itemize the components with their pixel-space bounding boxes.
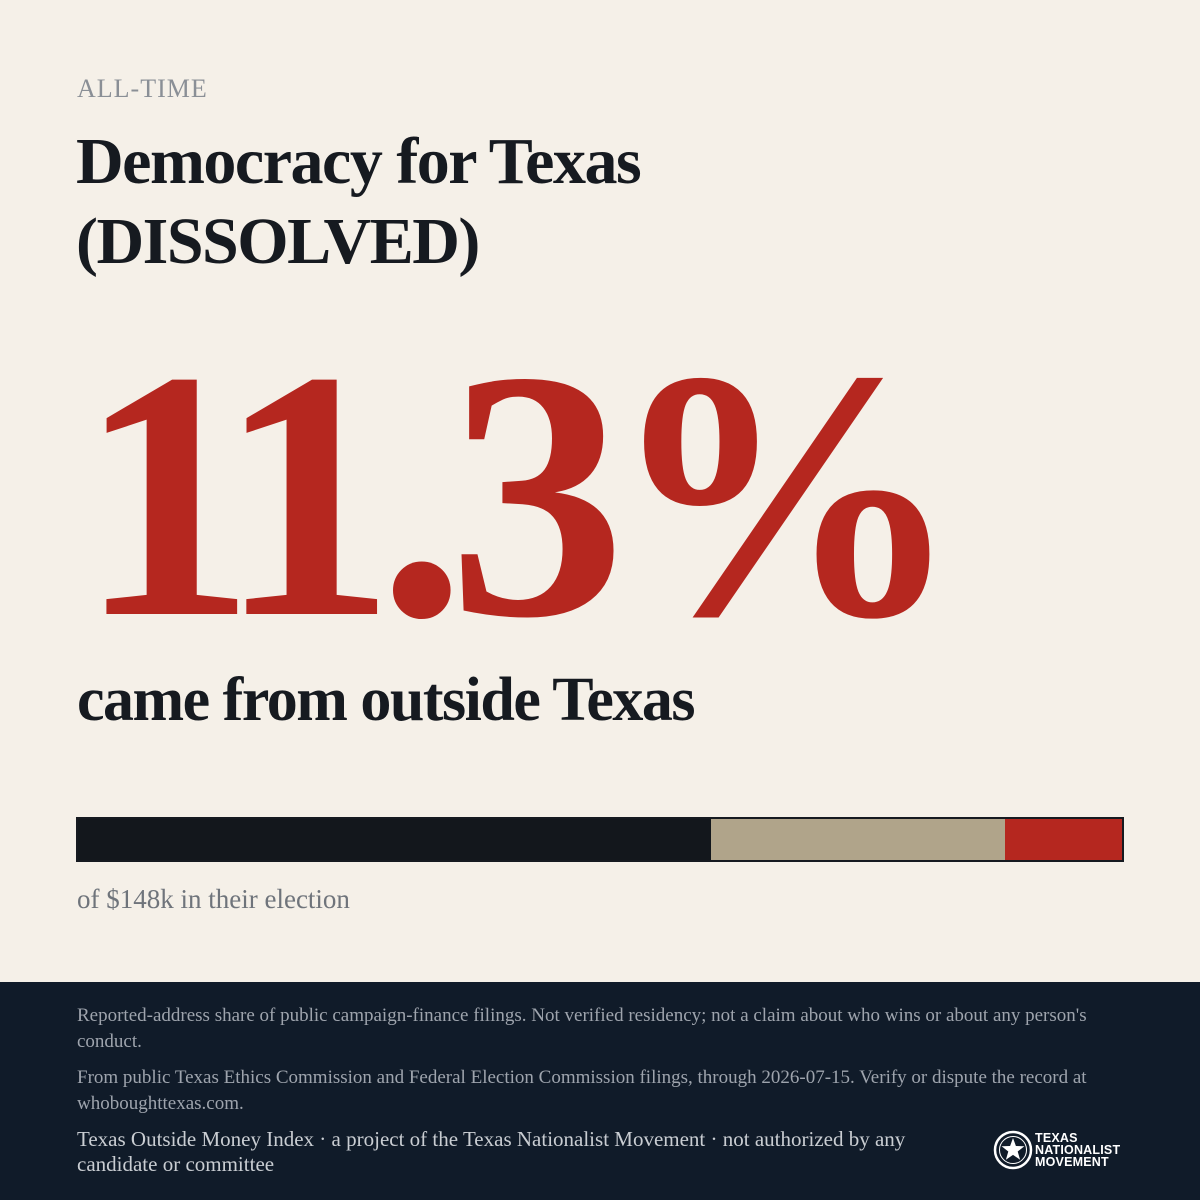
logo-line-3: MOVEMENT: [1035, 1155, 1109, 1169]
attribution-note: Texas Outside Money Index · a project of…: [77, 1127, 906, 1176]
source-note: From public Texas Ethics Commission and …: [77, 1067, 1087, 1114]
bar-segment-unknown: [711, 819, 1005, 860]
funding-breakdown-bar: [76, 817, 1124, 862]
main-content: ALL-TIME Democracy for Texas (DISSOLVED)…: [76, 74, 1124, 914]
logo-line-2: NATIONALIST: [1035, 1143, 1121, 1157]
bar-note: of $148k in their election: [77, 884, 350, 914]
star-seal-icon: [993, 1130, 1033, 1170]
logo-wordmark: TEXAS NATIONALIST MOVEMENT: [1035, 1131, 1121, 1169]
committee-name: Democracy for Texas: [76, 125, 642, 198]
tnm-logo: TEXAS NATIONALIST MOVEMENT: [993, 1130, 1120, 1170]
page-title: Democracy for Texas (DISSOLVED): [76, 122, 1116, 282]
bar-segment-outside: [1004, 819, 1122, 860]
time-range-label: ALL-TIME: [77, 74, 208, 103]
committee-status: (DISSOLVED): [76, 205, 480, 278]
outside-share-percent: 11.3%: [78, 298, 963, 691]
stat-caption: came from outside Texas: [77, 666, 696, 734]
bar-segment-texas: [78, 819, 712, 860]
footer: Reported-address share of public campaig…: [0, 982, 1200, 1200]
disclaimer-note: Reported-address share of public campaig…: [77, 1005, 1087, 1052]
logo-line-1: TEXAS: [1035, 1131, 1078, 1145]
